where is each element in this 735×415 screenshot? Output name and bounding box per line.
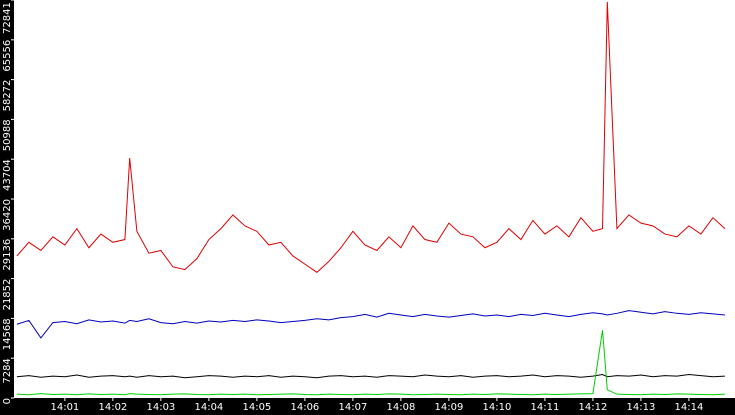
x-tick-label: 14:08 [386,402,415,413]
x-tick-label: 14:01 [50,402,79,413]
data-line [16,1,726,273]
x-tick-label: 14:14 [675,402,704,413]
x-tick-label: 14:02 [98,402,127,413]
x-axis-strip [0,398,735,415]
y-tick-label: 7284 [2,358,13,383]
y-tick-label: 29136 [2,239,13,271]
y-tick-label: 43704 [2,159,13,191]
y-axis-strip [0,0,14,415]
y-tick-label: 0 [2,398,13,404]
data-line [16,330,725,396]
x-tick-label: 14:07 [338,402,367,413]
y-tick-label: 14568 [2,318,13,350]
y-tick-label: 21852 [2,279,13,311]
x-tick-label: 14:11 [530,402,559,413]
x-tick-label: 14:03 [146,402,175,413]
data-line [16,310,725,339]
y-tick-label: 50988 [2,119,13,151]
y-tick-label: 72841 [2,2,13,34]
y-tick-label: 58272 [2,80,13,112]
y-tick-label: 36420 [2,199,13,231]
x-tick-label: 14:13 [627,402,656,413]
x-tick-label: 14:12 [578,402,607,413]
x-tick-label: 14:09 [434,402,463,413]
x-tick-label: 14:04 [194,402,223,413]
x-tick-label: 14:05 [242,402,271,413]
x-tick-label: 14:10 [482,402,511,413]
y-tick-label: 65556 [2,40,13,72]
x-tick-label: 14:06 [290,402,319,413]
